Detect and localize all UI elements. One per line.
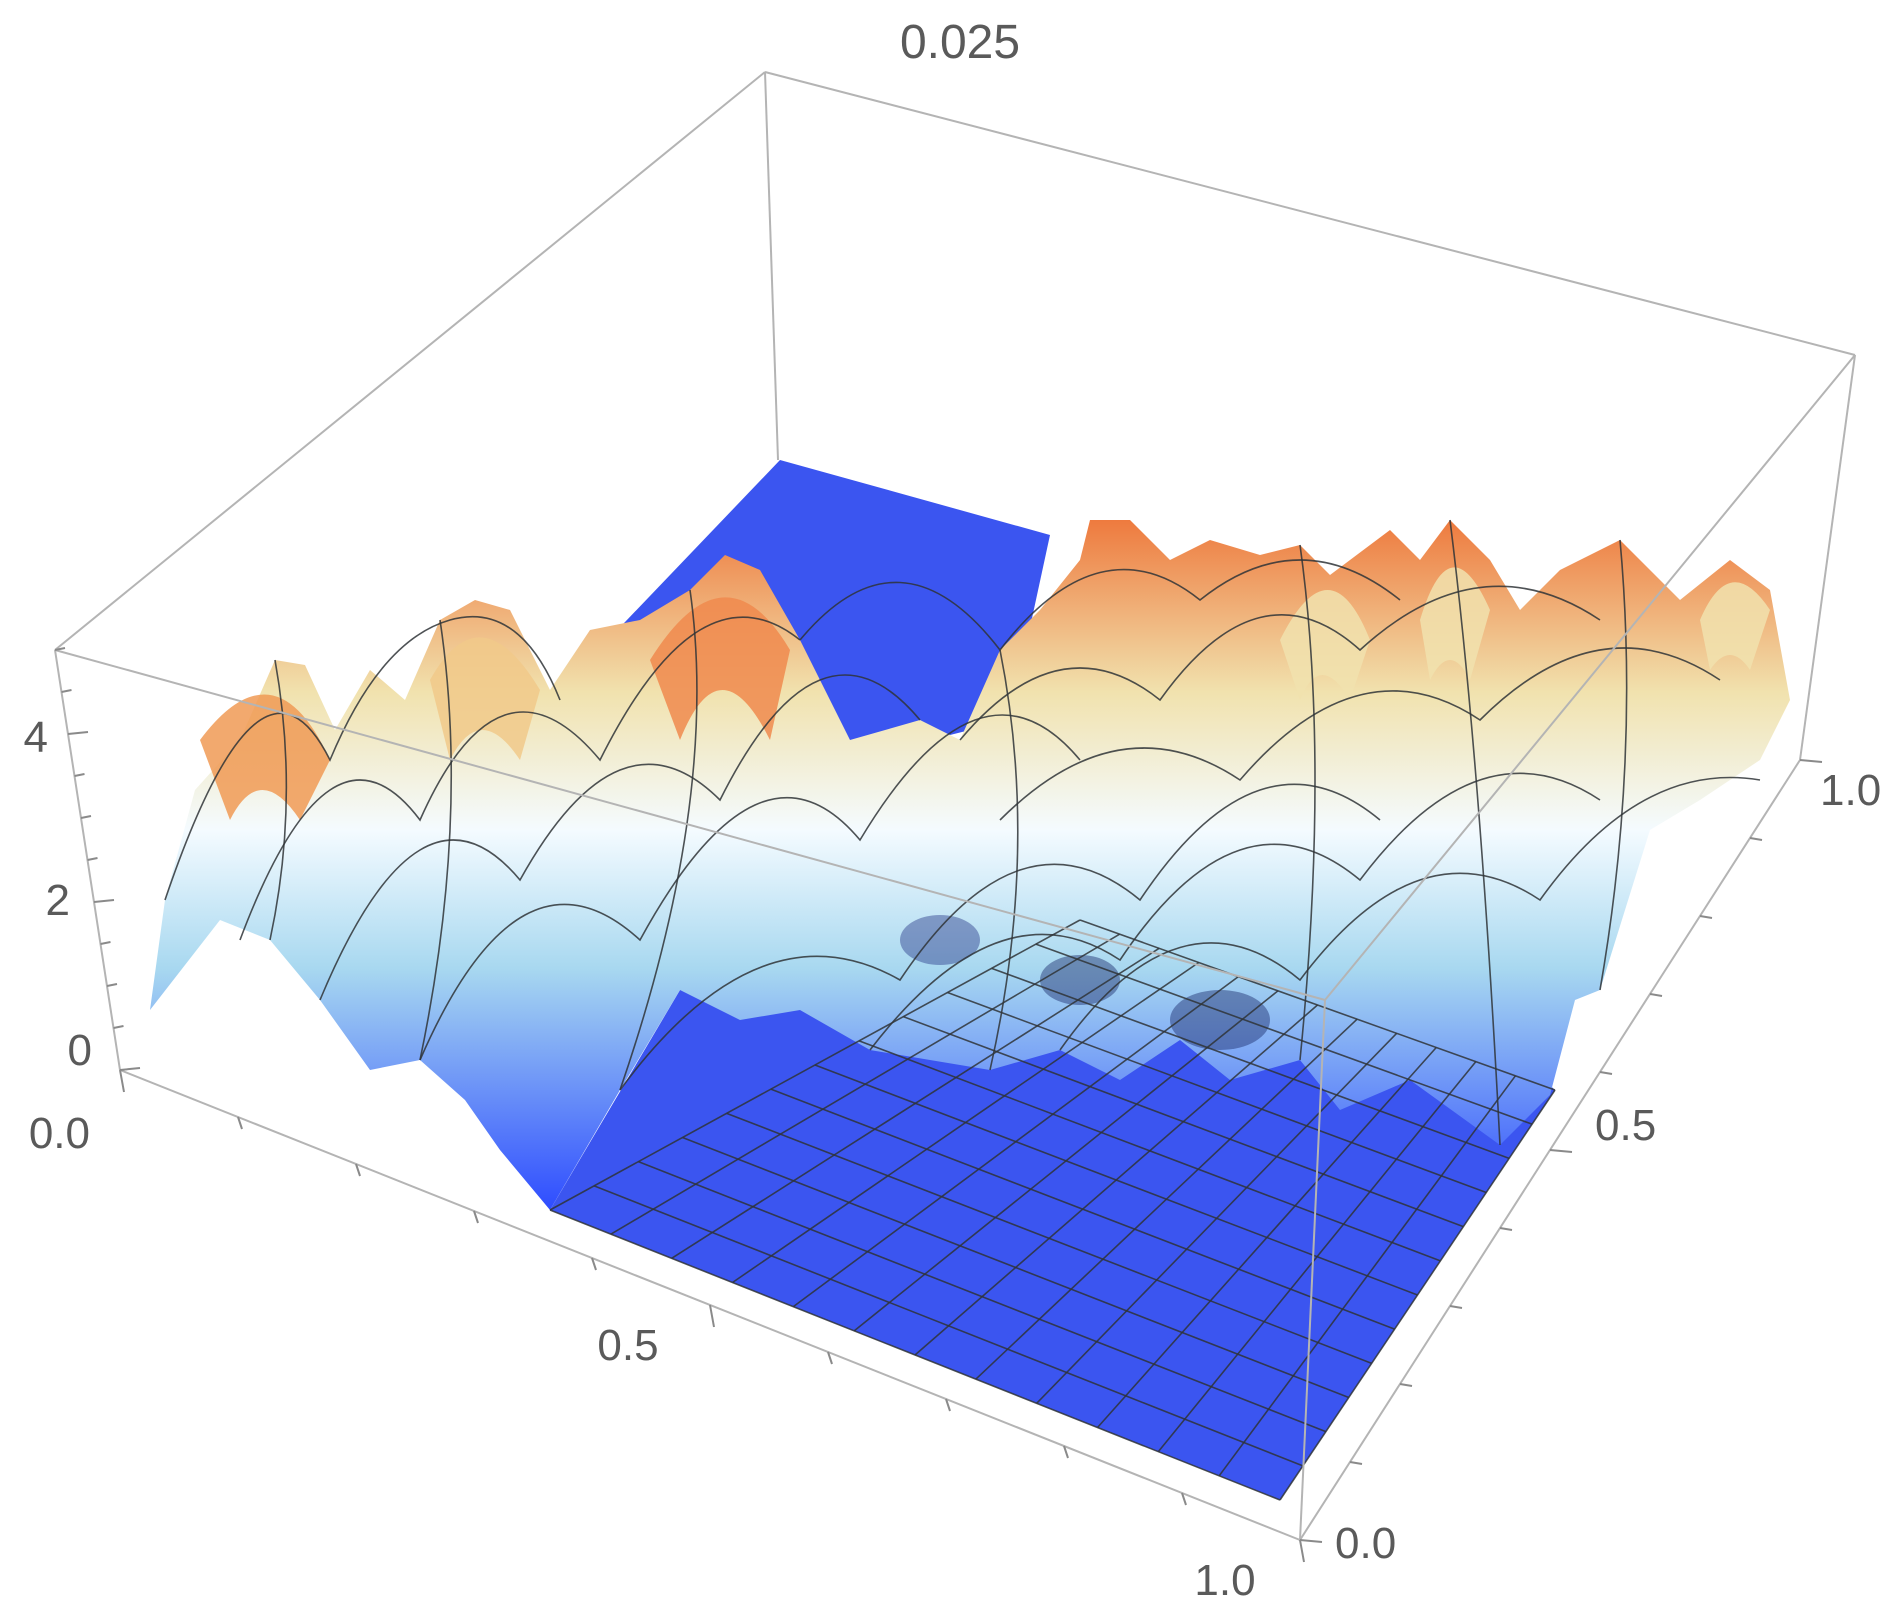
- tick-mark: [113, 1025, 124, 1029]
- tick-mark: [1299, 1539, 1323, 1543]
- mesh-line: [1299, 544, 1316, 1061]
- tick-mark: [1549, 1149, 1573, 1153]
- tick-mark: [709, 1304, 715, 1328]
- tick-mark: [591, 1257, 597, 1271]
- tick-mark: [1699, 915, 1713, 919]
- tick-mark: [1399, 1383, 1413, 1387]
- tick-mark: [1299, 1539, 1305, 1563]
- tick-mark: [1599, 1071, 1613, 1075]
- tick-mark: [1799, 759, 1823, 763]
- x-tick-label: 1.0: [1194, 1556, 1255, 1605]
- z-tick-label: 0: [68, 1026, 92, 1075]
- mesh-line: [419, 714, 1081, 1061]
- y-tick-label: 0.5: [1595, 1101, 1656, 1150]
- tick-mark: [93, 899, 115, 903]
- mesh-line: [1079, 919, 1556, 1091]
- tick-mark: [1449, 1305, 1463, 1309]
- tick-mark: [945, 1398, 951, 1412]
- surface-body: [150, 520, 1790, 1210]
- mesh-line: [164, 615, 561, 901]
- tick-mark: [100, 941, 111, 945]
- tick-mark: [106, 983, 118, 987]
- mesh-line: [1279, 1089, 1556, 1501]
- tick-mark: [1181, 1492, 1187, 1506]
- flat-floor: [550, 920, 1555, 1500]
- mesh-line: [239, 616, 801, 941]
- tick-mark: [1063, 1445, 1069, 1459]
- mesh-line: [989, 649, 1019, 1071]
- mesh-line: [619, 783, 1381, 1091]
- tick-mark: [119, 1067, 141, 1071]
- tick-mark: [1749, 837, 1763, 841]
- mesh-line: [1599, 539, 1628, 991]
- mesh-line: [1059, 776, 1761, 1051]
- tick-mark: [54, 647, 66, 651]
- mesh-line: [619, 589, 698, 1091]
- tick-mark: [61, 689, 72, 693]
- mesh-line: [959, 585, 1601, 741]
- tick-mark: [67, 731, 89, 735]
- tick-mark: [80, 815, 92, 819]
- y-tick-label: 1.0: [1820, 766, 1881, 815]
- tick-mark: [1349, 1461, 1363, 1465]
- tick-mark: [87, 857, 98, 861]
- mesh-lines: [164, 519, 1761, 1501]
- tick-mark: [74, 773, 85, 777]
- chart-title: 0.025: [900, 16, 1020, 69]
- mesh-line: [269, 659, 288, 941]
- tick-mark: [119, 1069, 125, 1093]
- tick-mark: [1649, 993, 1663, 997]
- tick-mark: [237, 1116, 243, 1130]
- mesh-line: [799, 559, 1401, 652]
- mesh-line: [419, 619, 453, 1061]
- tick-mark: [473, 1210, 479, 1224]
- mesh-line: [319, 674, 921, 1001]
- mesh-line: [1449, 519, 1501, 1146]
- mesh-line: [1035, 943, 1533, 1125]
- mesh-line: [991, 967, 1510, 1160]
- tick-mark: [355, 1163, 361, 1177]
- z-tick-label: 4: [24, 713, 48, 762]
- x-tick-label: 0.5: [597, 1321, 658, 1370]
- mesh-line: [999, 647, 1721, 821]
- z-tick-label: 2: [46, 876, 70, 925]
- x-tick-label: 0.0: [29, 1109, 90, 1158]
- bounding-box-back: [54, 71, 1856, 761]
- tick-mark: [1499, 1227, 1513, 1231]
- y-tick-label: 0.0: [1335, 1519, 1396, 1568]
- tick-mark: [827, 1351, 833, 1365]
- tick-marks: [54, 647, 1823, 1563]
- mesh-line: [1218, 1075, 1517, 1477]
